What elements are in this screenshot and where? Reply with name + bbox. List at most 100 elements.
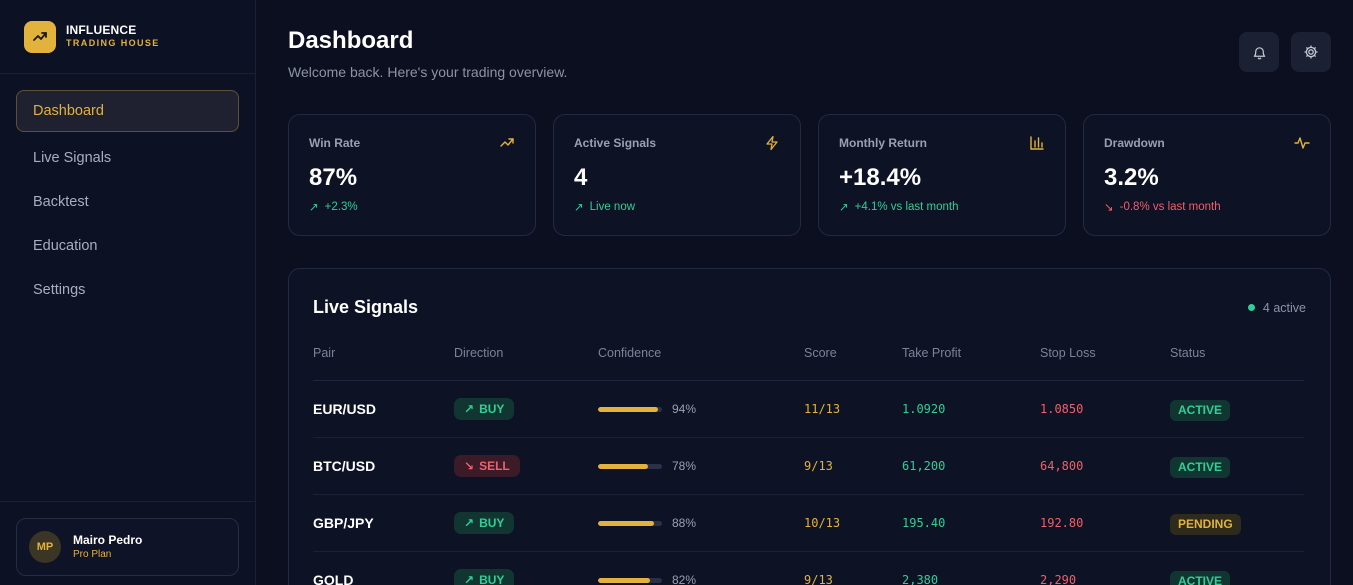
stop-loss-cell: 2,290 — [1040, 573, 1077, 585]
confidence-cell: 94% — [598, 402, 804, 416]
trending-up-icon — [24, 20, 56, 53]
stat-card-active-signals: Active Signals 4 ↗ Live now — [553, 114, 801, 236]
confidence-text: 88% — [672, 516, 697, 530]
confidence-bar — [598, 463, 662, 469]
status-dot-icon — [1247, 304, 1255, 311]
main-content: Dashboard Welcome back. Here's your trad… — [256, 0, 1353, 585]
trending-up-icon — [500, 138, 514, 147]
stat-card-win-rate: Win Rate 87% ↗ +2.3% — [288, 114, 536, 236]
stat-delta-text: +4.1% vs last month — [854, 201, 959, 213]
take-profit-cell: 1.0920 — [902, 402, 946, 416]
pair-cell: EUR/USD — [313, 401, 377, 417]
arrow-up-right-icon: ↗ — [839, 202, 849, 214]
sidebar-item-settings[interactable]: Settings — [33, 282, 86, 298]
stat-label: Monthly Return — [839, 136, 927, 150]
settings-button[interactable] — [1291, 32, 1331, 72]
direction-badge: ↗ BUY — [454, 398, 515, 420]
stat-delta: ↗ +4.1% vs last month — [839, 200, 1045, 214]
stat-value: 87% — [309, 164, 358, 191]
table-row[interactable]: GBP/JPY ↗ BUY 88% 10/13 195.40 192.80 PEN… — [313, 495, 1304, 552]
sidebar-item-backtest[interactable]: Backtest — [33, 194, 89, 210]
stop-loss-cell: 192.80 — [1040, 516, 1084, 530]
confidence-bar-fill — [598, 577, 651, 583]
column-header[interactable]: Direction — [454, 346, 504, 360]
lightning-icon — [766, 135, 778, 151]
table-header: Pair Direction Confidence Score Take Pro… — [313, 346, 1304, 381]
confidence-text: 78% — [672, 459, 697, 473]
stat-value: 4 — [574, 164, 588, 191]
stat-delta: ↗ Live now — [574, 200, 780, 214]
signals-title: Live Signals — [313, 297, 419, 317]
stat-card-monthly-return: Monthly Return +18.4% ↗ +4.1% vs last mo… — [818, 114, 1066, 236]
column-header[interactable]: Status — [1170, 346, 1206, 360]
trending-up-icon: ↗ — [464, 516, 475, 530]
confidence-bar — [598, 406, 662, 412]
sidebar-item-live-signals[interactable]: Live Signals — [33, 150, 112, 166]
direction-text: BUY — [479, 516, 505, 530]
user-card[interactable]: MP Mairo Pedro Pro Plan — [16, 518, 239, 576]
stop-loss-cell: 64,800 — [1040, 459, 1084, 473]
stop-loss-cell: 1.0850 — [1040, 402, 1084, 416]
score-cell: 9/13 — [804, 459, 833, 473]
user-name: Mairo Pedro — [73, 532, 143, 547]
trending-down-icon: ↘ — [464, 459, 475, 473]
column-header[interactable]: Confidence — [598, 346, 662, 360]
direction-text: BUY — [479, 402, 505, 416]
stats-row: Win Rate 87% ↗ +2.3% Active Signals 4 ↗ — [288, 114, 1331, 236]
column-header[interactable]: Take Profit — [902, 346, 962, 360]
stat-delta-text: Live now — [589, 201, 636, 213]
score-cell: 9/13 — [804, 573, 833, 585]
gear-icon — [1304, 45, 1318, 59]
stat-value: 3.2% — [1104, 164, 1159, 191]
status-badge: ACTIVE — [1170, 456, 1231, 478]
sidebar-item-education[interactable]: Education — [33, 238, 98, 254]
user-plan: Pro Plan — [73, 549, 112, 561]
stat-delta-text: +2.3% — [324, 201, 358, 213]
table-row[interactable]: BTC/USD ↘ SELL 78% 9/13 61,200 64,800 ACT… — [313, 438, 1304, 495]
confidence-text: 94% — [672, 402, 697, 416]
sidebar-nav: Dashboard Live Signals Backtest Educatio… — [0, 74, 255, 330]
avatar: MP — [29, 531, 61, 563]
pair-cell: BTC/USD — [313, 458, 376, 474]
direction-text: BUY — [479, 573, 505, 585]
arrow-up-right-icon: ↗ — [309, 202, 319, 214]
direction-badge: ↗ BUY — [454, 569, 515, 585]
table-row[interactable]: GOLD ↗ BUY 82% 9/13 2,380 2,290 ACTIVE — [313, 552, 1304, 585]
column-header[interactable]: Score — [804, 346, 837, 360]
stat-card-drawdown: Drawdown 3.2% ↘ -0.8% vs last month — [1083, 114, 1331, 236]
confidence-bar-fill — [598, 463, 648, 469]
trending-up-icon: ↗ — [464, 573, 475, 585]
live-signals-panel: Live Signals 4 active Pair Direction Con… — [288, 268, 1331, 585]
direction-badge: ↗ BUY — [454, 512, 515, 534]
confidence-bar-fill — [598, 520, 655, 526]
confidence-text: 82% — [672, 573, 697, 585]
column-header[interactable]: Stop Loss — [1040, 346, 1096, 360]
arrow-down-right-icon: ↘ — [1104, 202, 1114, 214]
trending-up-icon: ↗ — [464, 402, 475, 416]
header-actions — [1239, 32, 1331, 72]
take-profit-cell: 195.40 — [902, 516, 946, 530]
notifications-button[interactable] — [1239, 32, 1279, 72]
stat-label: Active Signals — [574, 136, 657, 150]
brand[interactable]: INFLUENCE TRADING HOUSE — [0, 0, 255, 74]
direction-text: SELL — [479, 459, 510, 473]
score-cell: 10/13 — [804, 516, 841, 530]
confidence-cell: 82% — [598, 573, 804, 585]
page-title: Dashboard — [288, 27, 414, 54]
sidebar: INFLUENCE TRADING HOUSE Dashboard Live S… — [0, 0, 256, 585]
table-row[interactable]: EUR/USD ↗ BUY 94% 11/13 1.0920 1.0850 ACT… — [313, 381, 1304, 438]
pair-cell: GBP/JPY — [313, 515, 374, 531]
user-section: MP Mairo Pedro Pro Plan — [0, 501, 255, 585]
bell-icon — [1253, 46, 1265, 59]
stat-delta: ↗ +2.3% — [309, 200, 515, 214]
stat-value: +18.4% — [839, 164, 922, 191]
column-header[interactable]: Pair — [313, 346, 336, 360]
confidence-bar — [598, 577, 662, 583]
signals-table: Pair Direction Confidence Score Take Pro… — [313, 346, 1304, 585]
page-subtitle: Welcome back. Here's your trading overvi… — [288, 64, 568, 80]
pair-cell: GOLD — [313, 572, 354, 585]
stat-delta: ↘ -0.8% vs last month — [1104, 200, 1310, 214]
bar-chart-icon — [1030, 136, 1044, 150]
sidebar-item-dashboard[interactable]: Dashboard — [16, 90, 239, 132]
status-badge: ACTIVE — [1170, 399, 1231, 421]
